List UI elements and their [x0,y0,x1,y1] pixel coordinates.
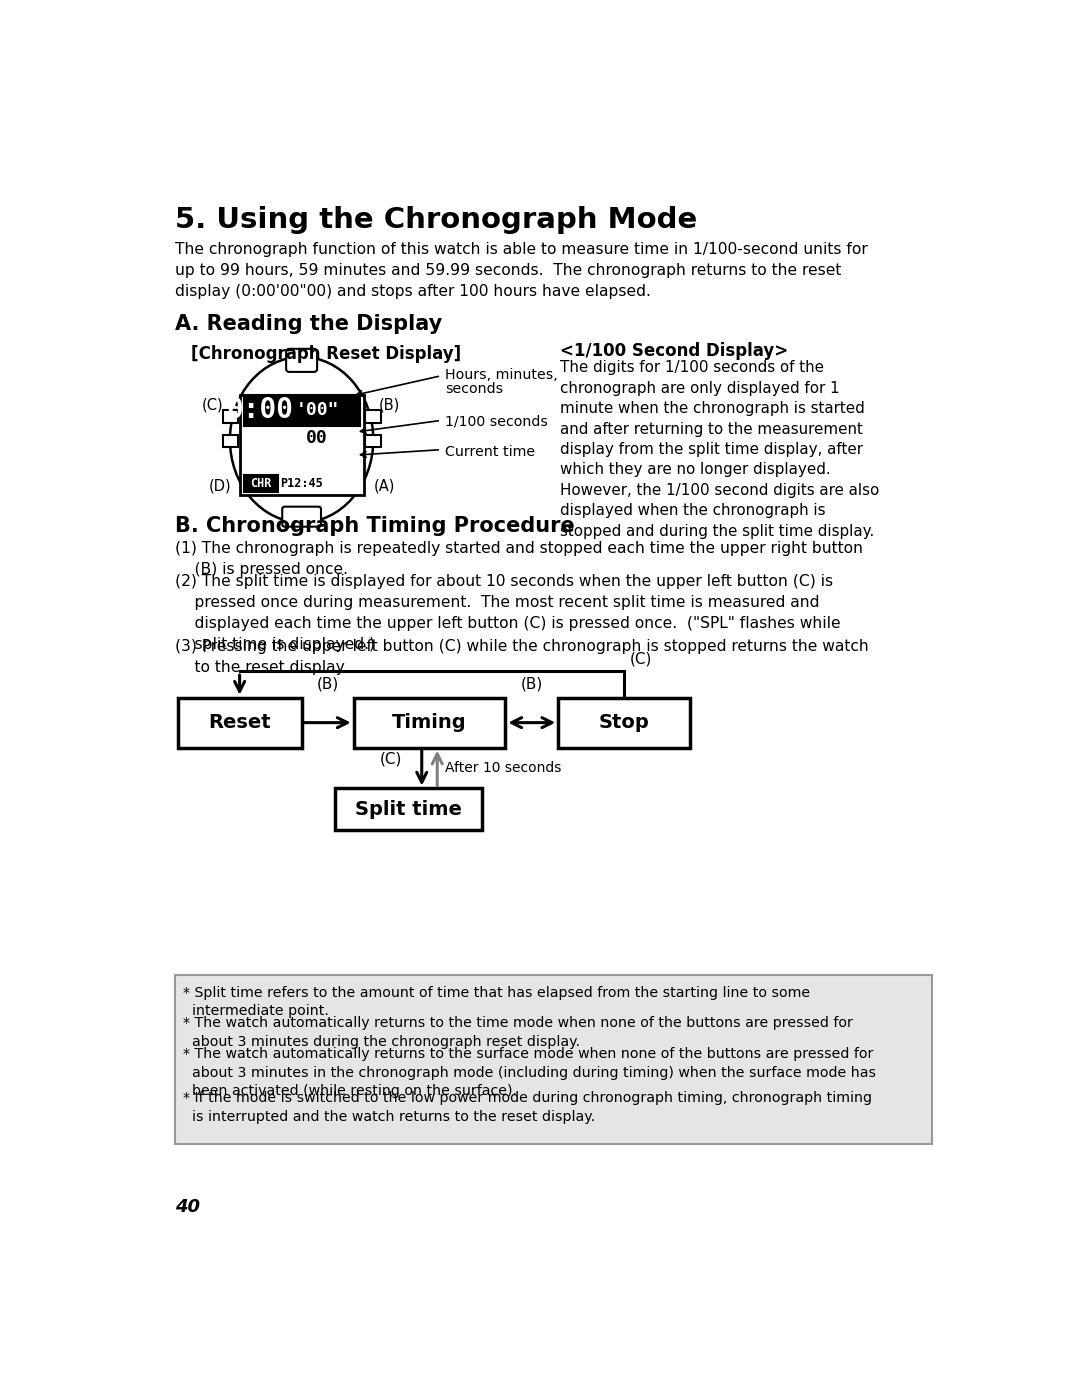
FancyBboxPatch shape [558,697,690,747]
Text: (1) The chronograph is repeatedly started and stopped each time the upper right : (1) The chronograph is repeatedly starte… [175,541,863,577]
Text: Stop: Stop [598,714,649,732]
Text: <1/100 Second Display>: <1/100 Second Display> [559,342,788,360]
Text: CHR: CHR [249,477,271,491]
FancyBboxPatch shape [222,435,238,448]
Text: (C): (C) [380,751,403,766]
Text: (2) The split time is displayed for about 10 seconds when the upper left button : (2) The split time is displayed for abou… [175,574,841,653]
FancyBboxPatch shape [240,395,364,495]
FancyBboxPatch shape [243,475,278,492]
Ellipse shape [230,356,374,523]
Text: 1/100 seconds: 1/100 seconds [445,414,548,428]
Text: [Chronograph Reset Display]: [Chronograph Reset Display] [191,345,461,363]
Text: * If the mode is switched to the low power mode during chronograph timing, chron: * If the mode is switched to the low pow… [183,1092,872,1124]
Text: 00: 00 [307,430,328,448]
Text: (B): (B) [521,676,543,692]
Text: Hours, minutes,: Hours, minutes, [445,369,557,383]
Text: (A): (A) [374,478,395,493]
Text: The digits for 1/100 seconds of the
chronograph are only displayed for 1
minute : The digits for 1/100 seconds of the chro… [559,360,879,539]
Text: P12:45: P12:45 [280,477,323,491]
FancyBboxPatch shape [353,697,505,747]
Text: * The watch automatically returns to the surface mode when none of the buttons a: * The watch automatically returns to the… [183,1048,876,1098]
Text: * Split time refers to the amount of time that has elapsed from the starting lin: * Split time refers to the amount of tim… [183,985,810,1017]
Text: B. Chronograph Timing Procedure: B. Chronograph Timing Procedure [175,516,575,536]
FancyBboxPatch shape [365,435,380,448]
FancyBboxPatch shape [243,395,360,426]
FancyBboxPatch shape [335,789,482,830]
Text: 5. Using the Chronograph Mode: 5. Using the Chronograph Mode [175,207,698,234]
Text: Split time: Split time [355,800,462,819]
FancyBboxPatch shape [222,410,238,423]
Text: '00": '00" [296,402,339,420]
Text: The chronograph function of this watch is able to measure time in 1/100-second u: The chronograph function of this watch i… [175,241,868,299]
Text: (C): (C) [631,651,652,667]
Text: (3) Pressing the upper left button (C) while the chronograph is stopped returns : (3) Pressing the upper left button (C) w… [175,639,869,675]
Text: (B): (B) [379,398,400,413]
Text: Timing: Timing [392,714,467,732]
FancyBboxPatch shape [282,507,321,527]
FancyBboxPatch shape [365,410,380,423]
Text: Reset: Reset [208,714,271,732]
Text: (D): (D) [208,478,231,493]
FancyBboxPatch shape [286,349,318,371]
FancyBboxPatch shape [177,697,301,747]
Text: After 10 seconds: After 10 seconds [445,761,562,775]
Text: Current time: Current time [445,445,535,459]
Text: 0:00: 0:00 [227,396,294,424]
Text: 40: 40 [175,1198,200,1216]
Text: (B): (B) [316,676,339,692]
FancyBboxPatch shape [175,974,932,1145]
Text: * The watch automatically returns to the time mode when none of the buttons are : * The watch automatically returns to the… [183,1016,853,1049]
Text: (C): (C) [202,398,224,413]
Text: A. Reading the Display: A. Reading the Display [175,315,443,334]
Text: seconds: seconds [445,383,503,396]
